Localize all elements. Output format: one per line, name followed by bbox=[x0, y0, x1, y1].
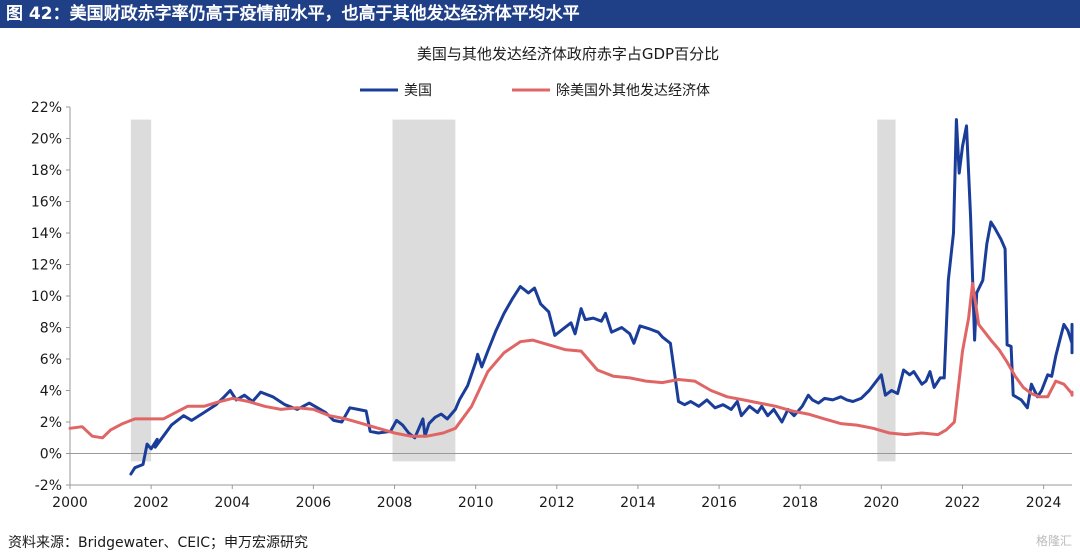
x-tick-label: 2020 bbox=[864, 495, 900, 511]
legend-label-us: 美国 bbox=[404, 83, 432, 99]
y-tick-label: 6% bbox=[40, 352, 62, 368]
series-line-other-advanced-economies bbox=[68, 281, 1074, 440]
chart: 美国与其他发达经济体政府赤字占GDP百分比 美国 除美国外其他发达经济体 -2%… bbox=[31, 45, 1074, 511]
x-tick-label: 2024 bbox=[1026, 495, 1062, 511]
watermark: 格隆汇 bbox=[1035, 534, 1072, 548]
y-tick-label: 0% bbox=[40, 447, 62, 463]
figure-title: 图 42：美国财政赤字率仍高于疫情前水平，也高于其他发达经济体平均水平 bbox=[0, 0, 1080, 28]
plot-area: -2% 0% 2% 4% 6% 8% 10% 12% 14% 16% 18% 20% 22% 2000 20… bbox=[31, 100, 1074, 511]
source-note: 资料来源：Bridgewater、CEIC；申万宏源研究 bbox=[8, 535, 309, 551]
recession-shade-0 bbox=[130, 119, 152, 462]
y-tick-label: 8% bbox=[40, 321, 62, 337]
x-tick-label: 2002 bbox=[133, 495, 169, 511]
series-line-us bbox=[129, 118, 1074, 476]
legend: 美国 除美国外其他发达经济体 bbox=[360, 83, 710, 99]
recession-shade-1 bbox=[392, 119, 456, 462]
legend-label-others: 除美国外其他发达经济体 bbox=[556, 83, 710, 99]
x-tick-label: 2014 bbox=[620, 495, 656, 511]
x-tick-label: 2006 bbox=[296, 495, 332, 511]
y-tick-label: 16% bbox=[31, 195, 62, 211]
y-tick-label: 14% bbox=[31, 226, 62, 242]
y-tick-label: 20% bbox=[31, 132, 62, 148]
x-tick-label: 2016 bbox=[701, 495, 737, 511]
x-tick-label: 2004 bbox=[214, 495, 250, 511]
y-tick-label: -2% bbox=[35, 478, 62, 494]
y-tick-label: 2% bbox=[40, 415, 62, 431]
x-tick-label: 2022 bbox=[945, 495, 981, 511]
y-tick-label: 18% bbox=[31, 163, 62, 179]
y-tick-label: 22% bbox=[31, 100, 62, 116]
x-tick-label: 2018 bbox=[782, 495, 818, 511]
x-tick-label: 2000 bbox=[52, 495, 88, 511]
x-tick-label: 2008 bbox=[377, 495, 413, 511]
y-tick-label: 4% bbox=[40, 384, 62, 400]
x-tick-label: 2010 bbox=[458, 495, 494, 511]
y-tick-label: 12% bbox=[31, 258, 62, 274]
y-tick-label: 10% bbox=[31, 289, 62, 305]
recession-shade-2 bbox=[877, 119, 896, 462]
chart-title: 美国与其他发达经济体政府赤字占GDP百分比 bbox=[417, 45, 719, 63]
x-tick-label: 2012 bbox=[539, 495, 575, 511]
